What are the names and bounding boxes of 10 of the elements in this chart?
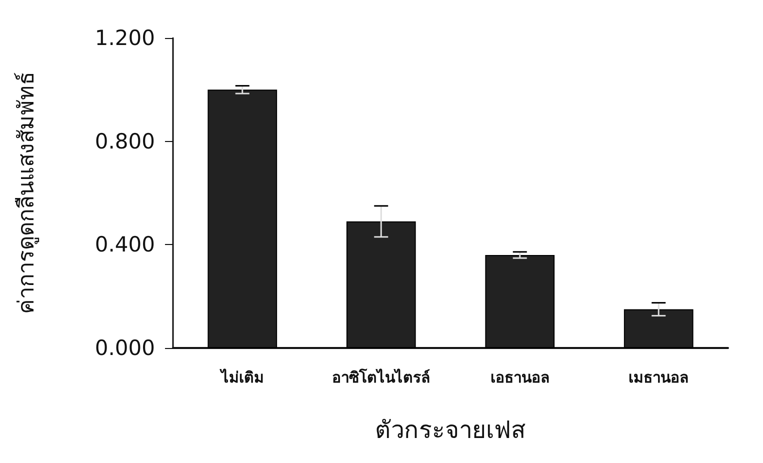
x-tick-label: อาซิโตไนไตรล์ bbox=[332, 368, 430, 386]
x-axis-title: ตัวกระจายเฟส bbox=[375, 416, 526, 444]
y-tick-label: 0.800 bbox=[94, 129, 155, 154]
x-tick-label: ไม่เติม bbox=[218, 368, 264, 386]
y-tick-label: 0.400 bbox=[94, 232, 155, 257]
x-tick-label: เอธานอล bbox=[490, 368, 550, 386]
y-axis-title: ค่าการดูดกลืนแสงสัมพัทธ์ bbox=[14, 72, 40, 314]
y-tick-label: 0.000 bbox=[94, 336, 155, 360]
y-tick-label: 1.200 bbox=[94, 26, 155, 50]
x-tick-label: เมธานอล bbox=[628, 368, 689, 386]
